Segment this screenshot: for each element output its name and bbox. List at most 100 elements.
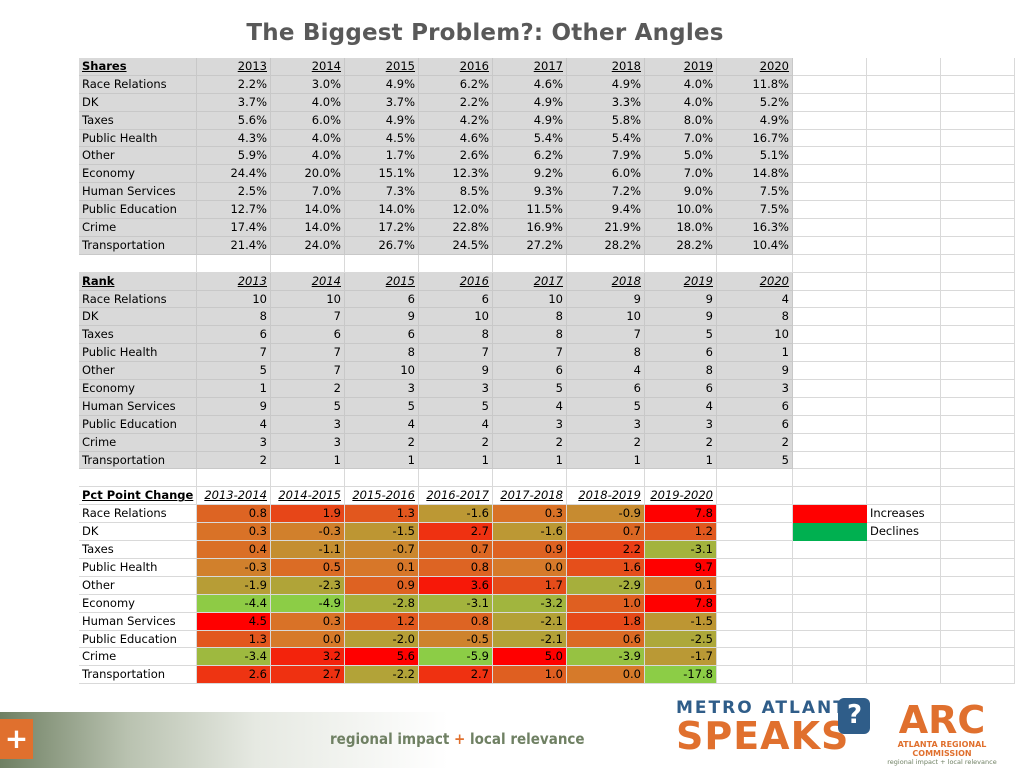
rank-value: 1 [197, 380, 271, 398]
empty-cell [793, 612, 867, 631]
empty-cell [793, 308, 867, 327]
shares-value: 4.0% [271, 147, 345, 166]
rank-value: 8 [493, 308, 567, 327]
rank-value: 7 [271, 308, 345, 327]
rank-year: 2020 [717, 272, 793, 291]
shares-value: 28.2% [645, 236, 717, 255]
rank-value: 10 [345, 362, 419, 381]
empty-cell [793, 648, 867, 667]
change-value: -1.9 [197, 576, 271, 595]
change-value: 1.2 [345, 612, 419, 631]
shares-value: 10.4% [717, 236, 793, 255]
empty-cell [793, 433, 867, 452]
change-value: -1.1 [271, 541, 345, 559]
shares-value: 4.3% [197, 129, 271, 148]
empty-cell [941, 505, 1015, 524]
rank-value: 6 [493, 362, 567, 381]
shares-value: 5.4% [567, 129, 645, 148]
empty-cell [793, 129, 867, 148]
shares-value: 2.6% [419, 147, 493, 166]
empty-cell [717, 469, 793, 488]
shares-value: 14.0% [345, 201, 419, 220]
rank-value: 10 [567, 308, 645, 327]
rank-value: 7 [567, 326, 645, 345]
change-row-label: Public Education [79, 630, 197, 649]
empty-cell [941, 630, 1015, 649]
shares-value: 6.0% [567, 165, 645, 184]
change-value: -1.6 [493, 523, 567, 542]
change-value: -2.1 [493, 612, 567, 631]
empty-cell [941, 236, 1015, 255]
change-value: 0.7 [419, 541, 493, 559]
rank-row-label: Crime [79, 433, 197, 452]
rank-header: Rank [79, 272, 197, 291]
empty-cell [645, 469, 717, 488]
rank-value: 2 [717, 433, 793, 452]
footer-tagline: regional impact + local relevance [330, 730, 585, 748]
empty-cell [197, 469, 271, 488]
rank-value: 5 [493, 380, 567, 398]
rank-value: 6 [717, 415, 793, 434]
shares-value: 7.3% [345, 183, 419, 202]
rank-value: 6 [717, 397, 793, 416]
empty-cell [793, 147, 867, 166]
rank-value: 9 [645, 290, 717, 309]
shares-value: 24.0% [271, 236, 345, 255]
plus-icon: + [0, 719, 33, 759]
shares-value: 7.5% [717, 201, 793, 220]
tagline-regional: regional impact [330, 730, 450, 748]
empty-cell [941, 147, 1015, 166]
change-row-label: Transportation [79, 666, 197, 685]
empty-cell [867, 433, 941, 452]
shares-value: 4.9% [717, 111, 793, 130]
shares-value: 5.8% [567, 111, 645, 130]
empty-cell [867, 380, 941, 398]
empty-cell [717, 648, 793, 667]
empty-cell [941, 594, 1015, 613]
rank-value: 4 [717, 290, 793, 309]
change-value: 0.4 [197, 541, 271, 559]
change-value: 5.0 [493, 648, 567, 667]
shares-value: 27.2% [493, 236, 567, 255]
rank-value: 1 [419, 451, 493, 470]
rank-value: 1 [345, 451, 419, 470]
rank-year: 2018 [567, 272, 645, 291]
rank-value: 2 [567, 433, 645, 452]
empty-cell [941, 433, 1015, 452]
shares-row-label: Public Health [79, 129, 197, 148]
shares-value: 4.6% [419, 129, 493, 148]
empty-cell [717, 541, 793, 559]
empty-cell [867, 75, 941, 94]
empty-cell [867, 362, 941, 381]
rank-value: 6 [567, 380, 645, 398]
change-value: 4.5 [197, 612, 271, 631]
arc-tagline: regional impact + local relevance [887, 758, 997, 766]
shares-row-label: Crime [79, 219, 197, 237]
shares-value: 10.0% [645, 201, 717, 220]
empty-cell [867, 290, 941, 309]
shares-value: 8.0% [645, 111, 717, 130]
rank-value: 2 [419, 433, 493, 452]
empty-cell [717, 487, 793, 506]
shares-value: 21.4% [197, 236, 271, 255]
page-title: The Biggest Problem?: Other Angles [246, 20, 724, 46]
shares-value: 1.7% [345, 147, 419, 166]
empty-cell [867, 111, 941, 130]
empty-cell [867, 201, 941, 220]
metro-atlanta-speaks-logo: METRO ATLANTA SPEAKS [676, 698, 876, 764]
empty-cell [419, 469, 493, 488]
shares-value: 4.9% [567, 75, 645, 94]
change-value: 0.9 [493, 541, 567, 559]
change-value: -3.4 [197, 648, 271, 667]
rank-row-label: Transportation [79, 451, 197, 470]
arc-name: ATLANTA REGIONAL COMMISSION [897, 740, 987, 758]
rank-value: 3 [271, 415, 345, 434]
change-value: -1.6 [419, 505, 493, 524]
rank-value: 9 [567, 290, 645, 309]
empty-cell [941, 111, 1015, 130]
tagline-plus: + [454, 730, 466, 748]
change-value: -4.9 [271, 594, 345, 613]
shares-value: 4.5% [345, 129, 419, 148]
change-value: 1.9 [271, 505, 345, 524]
empty-cell [793, 111, 867, 130]
